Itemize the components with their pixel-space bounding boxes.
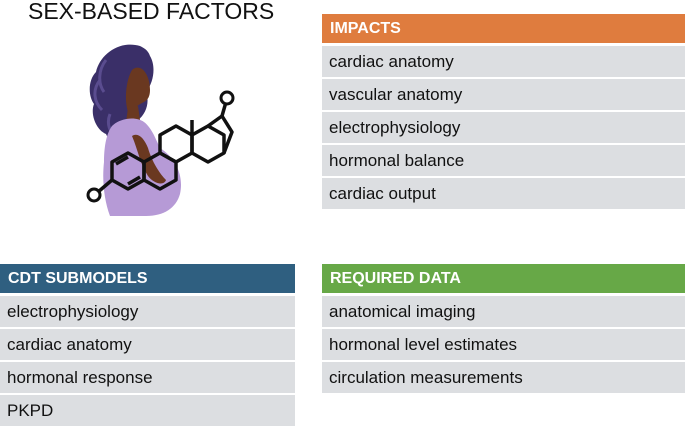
list-item: cardiac output — [322, 178, 685, 209]
list-item: circulation measurements — [322, 362, 685, 393]
required-data-panel: REQUIRED DATA anatomical imaging hormona… — [322, 264, 685, 393]
impacts-header: IMPACTS — [322, 14, 685, 43]
diagram-title: SEX-BASED FACTORS — [28, 0, 275, 24]
list-item: vascular anatomy — [322, 79, 685, 110]
list-item: hormonal response — [0, 362, 295, 393]
list-item: anatomical imaging — [322, 296, 685, 327]
pregnant-woman-with-steroid-molecule-icon — [86, 44, 235, 216]
list-item: cardiac anatomy — [322, 46, 685, 77]
required-data-header: REQUIRED DATA — [322, 264, 685, 293]
list-item: cardiac anatomy — [0, 329, 295, 360]
cdt-submodels-header: CDT SUBMODELS — [0, 264, 295, 293]
list-item: electrophysiology — [0, 296, 295, 327]
list-item: hormonal level estimates — [322, 329, 685, 360]
cdt-submodels-panel: CDT SUBMODELS electrophysiology cardiac … — [0, 264, 295, 426]
list-item: hormonal balance — [322, 145, 685, 176]
list-item: PKPD — [0, 395, 295, 426]
list-item: electrophysiology — [322, 112, 685, 143]
pregnant-woman-molecule-illustration — [80, 40, 250, 225]
impacts-panel: IMPACTS cardiac anatomy vascular anatomy… — [322, 14, 685, 209]
